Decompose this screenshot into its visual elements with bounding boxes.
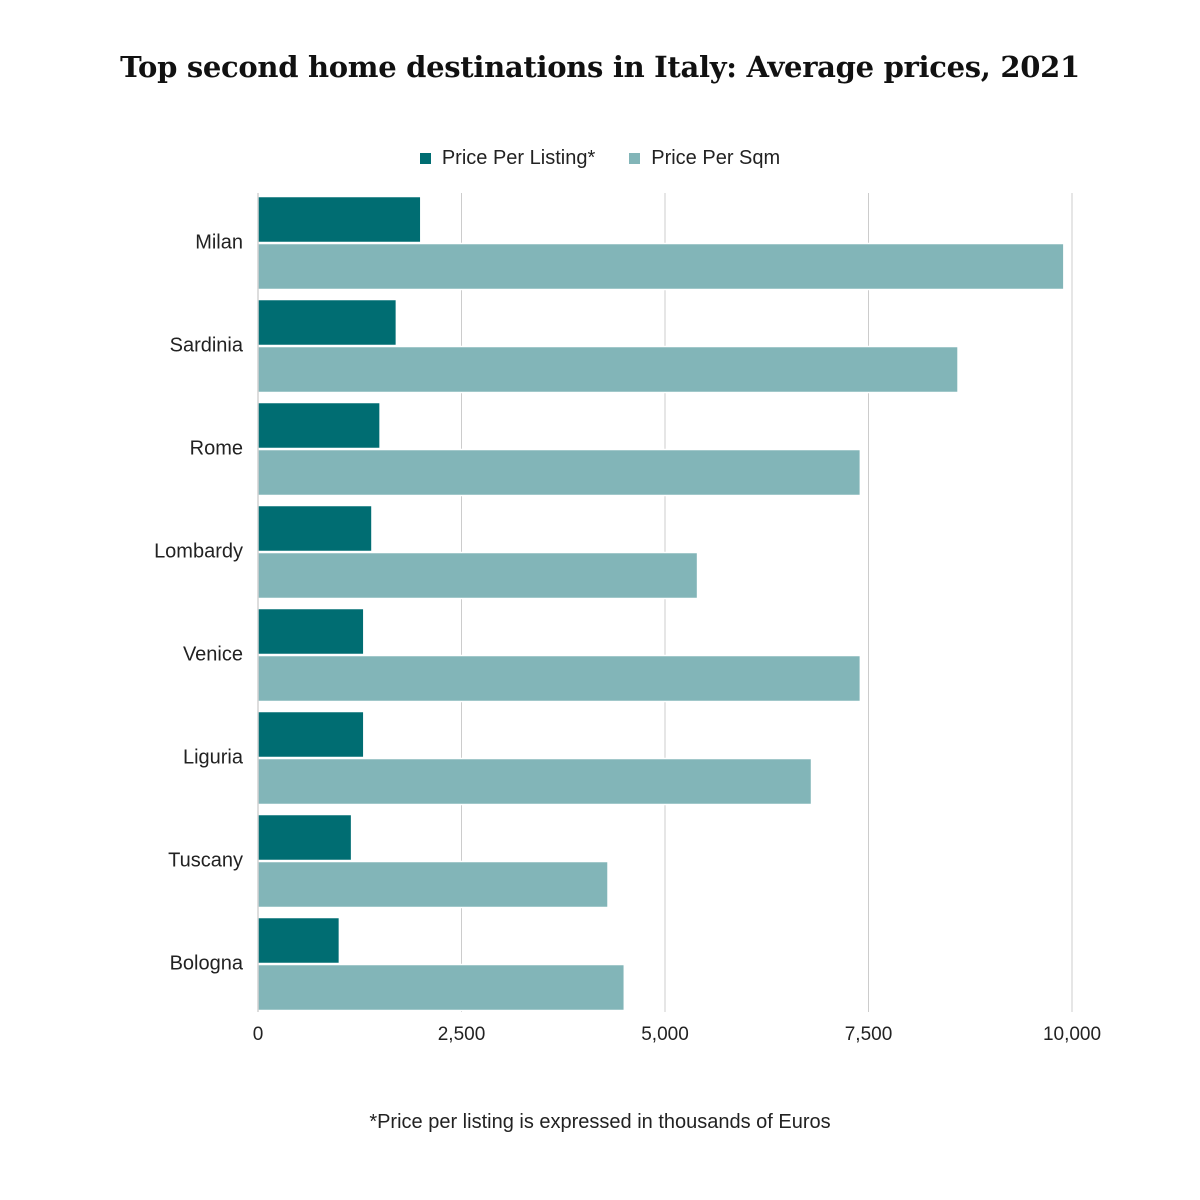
x-tick-label-2: 5,000 [641,1024,689,1045]
bar-lombardy-price-per-listing [257,504,373,553]
bar-milan-price-per-listing [257,195,422,244]
legend-swatch-price-per-sqm [629,153,641,164]
legend-label-price-per-sqm: Price Per Sqm [651,147,781,169]
legend-item-price-per-sqm: Price Per Sqm [629,147,780,170]
bar-milan-price-per-sqm [257,242,1065,291]
category-label-lombardy: Lombardy [154,540,243,562]
bar-liguria-price-per-sqm [257,757,813,806]
chart-footnote: *Price per listing is expressed in thous… [369,1111,831,1133]
x-tick-label-4: 10,000 [1043,1024,1101,1045]
chart-title: Top second home destinations in Italy: A… [120,50,1080,84]
bar-lombardy-price-per-sqm [257,551,699,600]
category-label-tuscany: Tuscany [168,849,243,871]
legend-label-price-per-listing: Price Per Listing* [441,147,596,169]
bar-tuscany-price-per-sqm [257,860,609,909]
bar-rome-price-per-sqm [257,448,862,497]
bar-bologna-price-per-listing [257,916,341,965]
bar-sardinia-price-per-sqm [257,345,959,394]
chart-legend: Price Per Listing* Price Per Sqm [0,147,1200,170]
bar-venice-price-per-sqm [257,654,862,703]
bar-bologna-price-per-sqm [257,963,626,1012]
bar-tuscany-price-per-listing [257,813,353,862]
x-tick-label-0: 0 [253,1024,264,1045]
category-label-venice: Venice [183,643,243,665]
x-tick-label-1: 2,500 [438,1024,486,1045]
bar-liguria-price-per-listing [257,710,365,759]
bar-sardinia-price-per-listing [257,298,398,347]
category-label-milan: Milan [195,231,243,253]
category-label-sardinia: Sardinia [170,334,244,356]
x-tick-label-3: 7,500 [845,1024,893,1045]
category-label-bologna: Bologna [170,952,244,974]
category-label-liguria: Liguria [183,746,244,768]
bar-venice-price-per-listing [257,607,365,656]
legend-swatch-price-per-listing [419,153,431,164]
category-label-rome: Rome [190,437,243,459]
bar-rome-price-per-listing [257,401,381,450]
legend-item-price-per-listing: Price Per Listing* [419,147,596,170]
